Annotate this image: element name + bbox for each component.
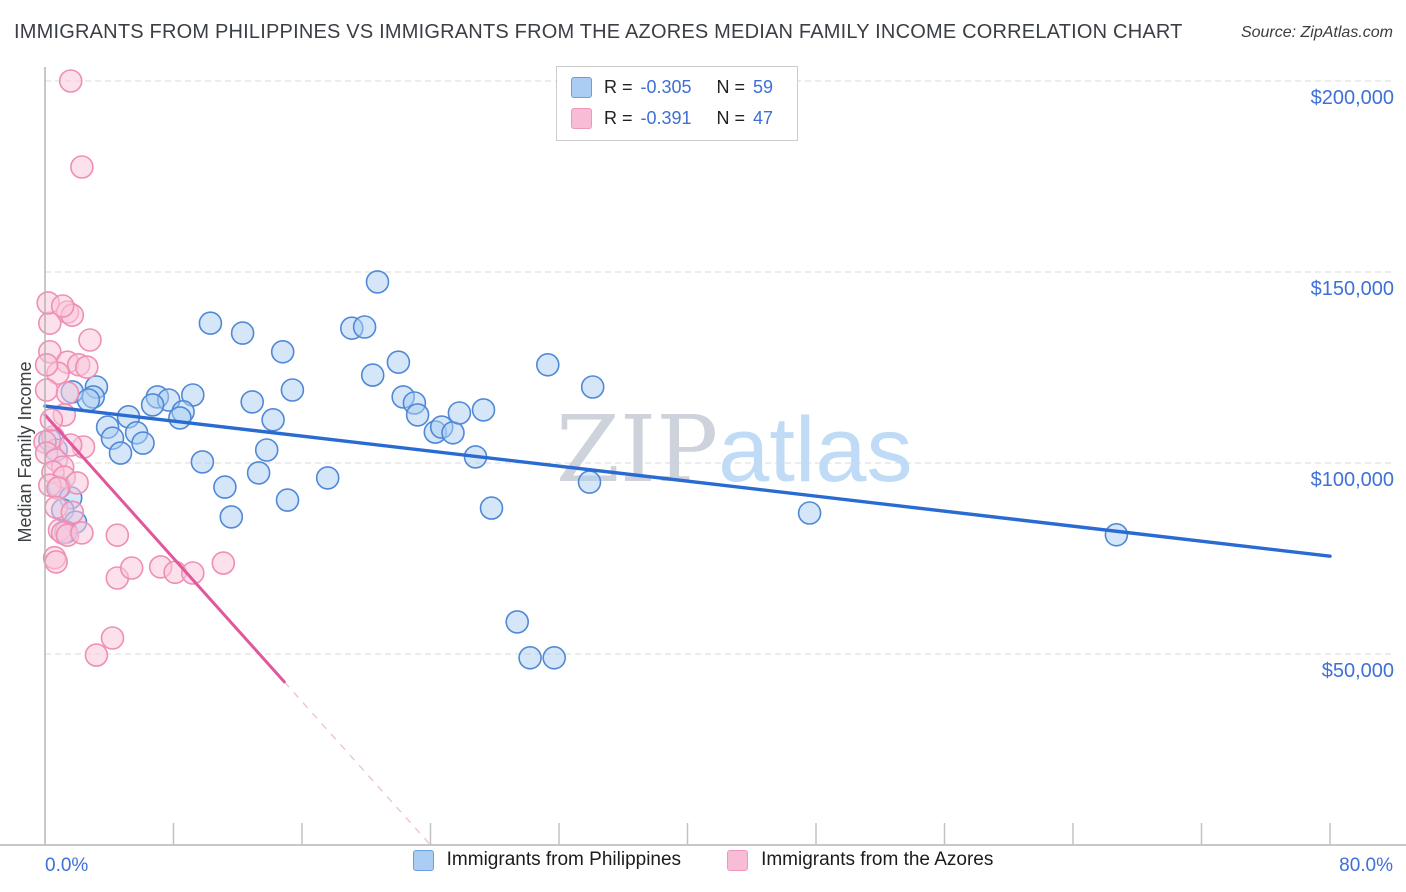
r-value: -0.305 [640, 77, 692, 97]
r-label: R = [604, 108, 633, 128]
y-axis-title: Median Family Income [15, 361, 35, 542]
r-label: R = [604, 77, 633, 97]
svg-text:$200,000: $200,000 [1311, 87, 1394, 109]
azores-swatch-icon [727, 849, 749, 871]
r-value: -0.391 [640, 108, 692, 128]
philippines-swatch-icon [412, 849, 434, 871]
philippines-swatch-icon [571, 77, 592, 98]
svg-text:80.0%: 80.0% [1339, 855, 1393, 876]
svg-text:$150,000: $150,000 [1311, 278, 1394, 300]
svg-text:$50,000: $50,000 [1322, 660, 1394, 682]
n-label: N = [716, 77, 746, 97]
n-label: N = [716, 108, 746, 128]
stats-row-philippines: R = -0.305 N = 59 [571, 76, 783, 99]
series-legend: Immigrants from Philippines Immigrants f… [0, 849, 1406, 871]
legend-label: Immigrants from Philippines [446, 849, 682, 870]
correlation-stats-legend: R = -0.305 N = 59 R = -0.391 N = 47 [556, 66, 799, 141]
svg-text:$100,000: $100,000 [1311, 469, 1394, 491]
legend-item-azores: Immigrants from the Azores [727, 849, 993, 871]
source-attribution: Source: ZipAtlas.com [1240, 24, 1393, 41]
legend-item-philippines: Immigrants from Philippines [412, 849, 682, 871]
legend-label: Immigrants from the Azores [761, 849, 994, 870]
azores-swatch-icon [571, 108, 592, 129]
svg-text:0.0%: 0.0% [45, 855, 88, 876]
n-value: 59 [753, 77, 774, 97]
page-title: IMMIGRANTS FROM PHILIPPINES VS IMMIGRANT… [14, 21, 1183, 43]
stats-row-azores: R = -0.391 N = 47 [571, 107, 783, 130]
n-value: 47 [753, 108, 774, 128]
